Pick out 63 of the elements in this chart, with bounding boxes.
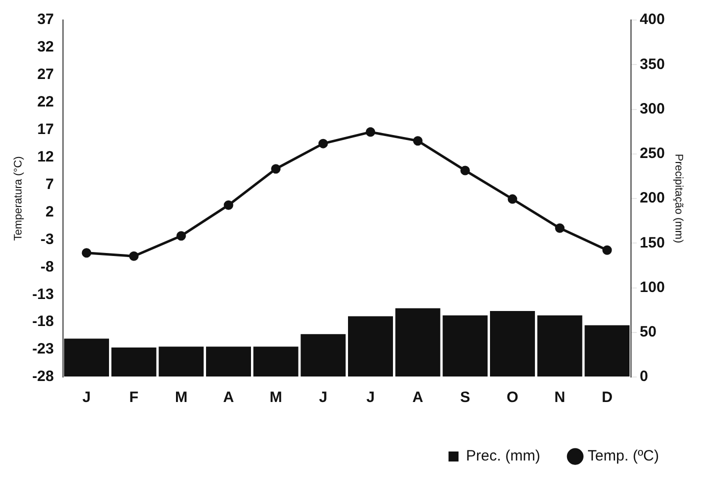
y-tick-label: -28 [32, 368, 54, 386]
y-tick-label: -23 [32, 340, 54, 358]
bar [111, 348, 156, 376]
x-tick-label: M [174, 389, 188, 406]
y2-tick-label: 400 [640, 11, 665, 28]
y-tick-label: -3 [40, 230, 54, 248]
x-tick-label: J [82, 389, 91, 406]
x-tick-label: A [223, 389, 234, 406]
x-tick-label: S [460, 389, 470, 406]
y-tick-label: 17 [37, 120, 54, 138]
y-tick-label: 12 [37, 148, 54, 166]
x-tick-label: F [129, 389, 138, 406]
bar [64, 338, 110, 376]
x-tick-label: D [602, 389, 613, 406]
point [318, 138, 328, 148]
y-tick-label: -18 [32, 313, 54, 330]
point [555, 223, 565, 233]
y2-tick-label: 0 [640, 368, 648, 386]
bar [584, 325, 630, 376]
point [176, 231, 186, 241]
y2-tick-label: 250 [640, 145, 665, 162]
point [82, 248, 92, 258]
x-tick-label: N [554, 389, 566, 406]
bar [537, 315, 582, 376]
bar [442, 315, 488, 376]
y-tick-label: -8 [40, 258, 54, 276]
y-tick-label: 22 [37, 94, 54, 111]
point [129, 251, 139, 261]
x-tick-label: J [318, 389, 328, 406]
legend-label: Temp. (ºC) [588, 448, 660, 465]
x-tick-label: O [506, 389, 519, 406]
bar [348, 316, 393, 376]
y2-tick-label: 200 [640, 190, 665, 207]
point [224, 200, 234, 210]
point [271, 164, 281, 174]
point [366, 127, 376, 137]
bar [158, 346, 204, 376]
x-tick-label: A [412, 389, 424, 406]
y2-tick-label: 350 [640, 56, 665, 73]
y-axis-title: Temperatura (°C) [12, 156, 25, 241]
bar [206, 346, 251, 376]
y-tick-label: -13 [32, 286, 54, 303]
bar [490, 310, 535, 376]
bar [300, 334, 346, 376]
y2-axis-title: Precipitação (mm) [672, 154, 684, 244]
y2-tick-label: 300 [640, 100, 665, 118]
y2-tick-label: 50 [640, 324, 656, 341]
y-tick-label: 32 [37, 38, 54, 56]
x-tick-label: M [270, 389, 282, 406]
y-tick-label: 37 [37, 11, 54, 28]
y-tick-label: 27 [37, 66, 54, 84]
point [413, 136, 423, 146]
point [460, 166, 470, 176]
x-tick-label: J [366, 389, 375, 406]
bar [395, 308, 440, 376]
legend-label: Prec. (mm) [466, 448, 540, 465]
bar [253, 346, 298, 376]
y2-tick-label: 100 [640, 278, 665, 296]
y2-tick-label: 150 [640, 234, 665, 252]
y-tick-label: 7 [46, 176, 54, 193]
point [508, 194, 518, 204]
point [602, 245, 612, 255]
y-tick-label: 2 [46, 203, 54, 220]
